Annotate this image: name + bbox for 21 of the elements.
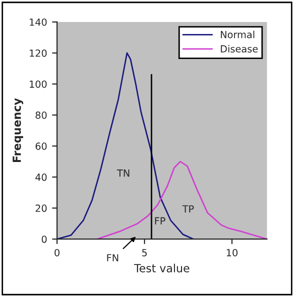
line-series <box>57 52 194 240</box>
line-series <box>96 160 267 240</box>
legend-label: Normal <box>220 30 254 38</box>
legend-label: Disease <box>220 45 258 53</box>
annotation: TP <box>182 205 194 212</box>
x-tick-label: 0 <box>54 248 60 256</box>
annotation: TN <box>116 170 130 177</box>
x-tick-label: 10 <box>226 248 238 256</box>
x-axis-title: Test value <box>134 264 190 272</box>
annotation: FP <box>155 217 166 224</box>
y-tick-label: 100 <box>30 80 47 88</box>
y-tick-label: 0 <box>42 236 47 243</box>
y-tick-label: 40 <box>35 174 47 181</box>
y-tick-label: 140 <box>30 18 47 26</box>
x-tick-label: 5 <box>142 249 147 256</box>
y-tick-label: 60 <box>36 142 47 150</box>
y-tick-label: 20 <box>36 204 47 212</box>
y-tick-label: 80 <box>36 112 47 119</box>
y-tick-label: 120 <box>30 49 47 57</box>
y-axis-title: Frequency <box>12 98 24 162</box>
text: FN <box>107 254 118 262</box>
